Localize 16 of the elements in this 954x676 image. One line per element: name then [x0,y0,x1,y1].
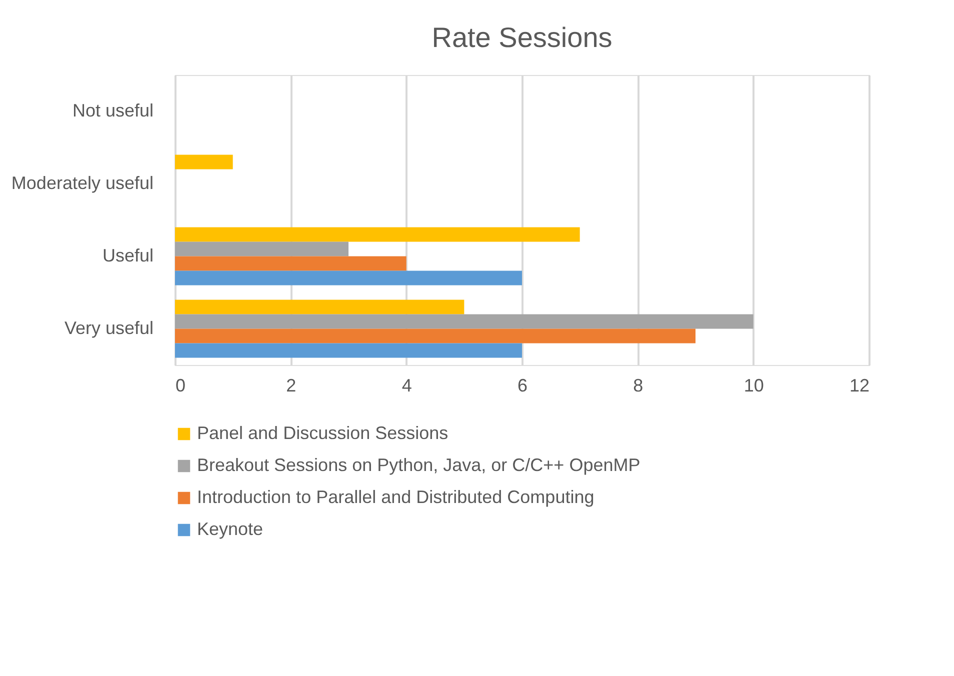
x-tick-label: 8 [633,376,644,396]
y-tick-label: Useful [102,245,154,266]
chart-title: Rate Sessions [432,22,612,53]
x-tick-label: 2 [286,376,296,396]
x-tick-label: 12 [849,376,870,396]
x-tick-label: 0 [176,376,186,396]
legend-label: Keynote [197,519,264,539]
legend-label: Panel and Discussion Sessions [197,423,448,443]
y-tick-label: Moderately useful [11,172,154,193]
y-tick-label: Not useful [72,100,154,120]
x-tick-label: 4 [402,376,412,396]
x-tick-label: 10 [744,376,764,396]
legend-label: Introduction to Parallel and Distributed Computing [197,487,594,507]
x-tick-label: 6 [517,376,528,396]
y-tick-label: Very useful [64,318,154,338]
legend-label: Breakout Sessions on Python, Java, or C/C++ OpenMP [197,455,640,475]
